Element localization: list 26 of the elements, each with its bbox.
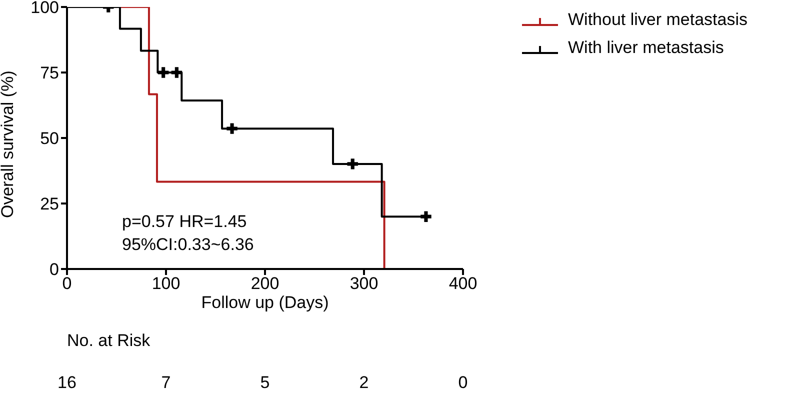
text: 0 [458,373,468,393]
point [347,158,358,170]
text: 5 [260,373,270,393]
text: 7 [161,373,171,393]
x-tick-label: 200 [250,274,280,294]
y-tick-label: 75 [40,64,59,83]
point [171,67,182,78]
point [158,67,169,78]
point [226,123,238,134]
x-tick-label: 400 [448,274,478,294]
text: No. at Risk [67,331,150,351]
legend-label: With liver metastasis [568,38,724,58]
y-tick-label: 0 [50,260,59,280]
y-tick-label: 100 [30,0,59,18]
point [420,211,432,222]
legend-label: Without liver metastasis [568,10,748,30]
annotation: p=0.57 HR=1.45 95%CI:0.33~6.36 [122,212,254,254]
y-axis-title: Overall survival (%) [0,70,18,218]
y-tick-label: 50 [40,129,59,148]
x-axis-title: Follow up (Days) [201,293,329,313]
text: 2 [359,373,369,393]
x-tick-label: 100 [152,274,180,294]
x-tick-label: 300 [350,274,378,294]
x-tick-label: 0 [62,274,72,294]
y-tick-label: 25 [40,194,59,214]
text: 16 [58,373,76,393]
